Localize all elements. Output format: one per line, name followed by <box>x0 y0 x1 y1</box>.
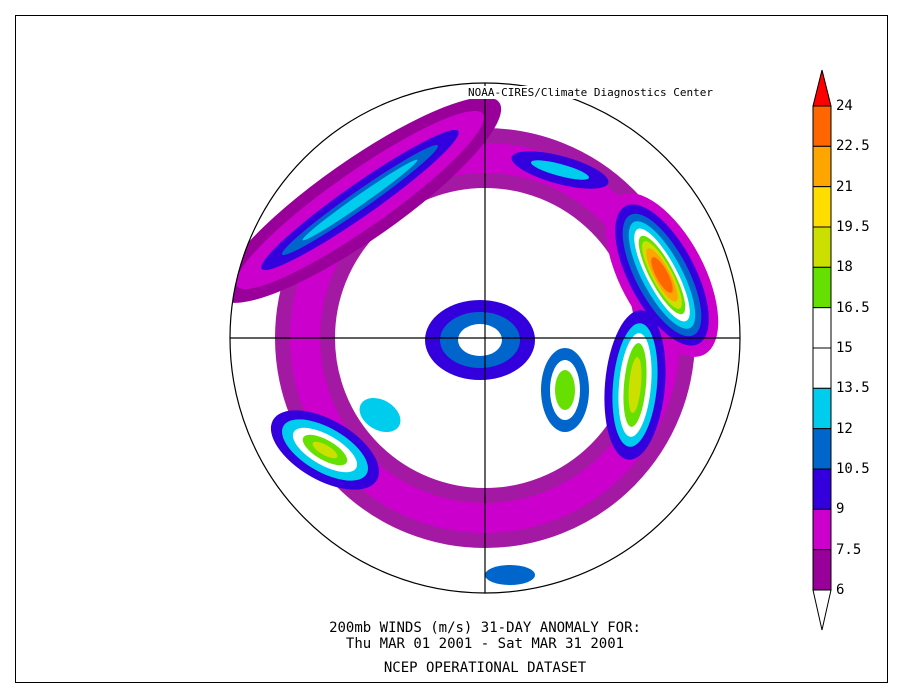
colorbar-segment <box>812 186 832 228</box>
colorbar-tick-label: 24 <box>836 98 853 114</box>
colorbar-tick-label: 18 <box>836 259 853 276</box>
colorbar-tick-label: 10.5 <box>836 461 870 477</box>
colorbar-tick-label: 13.5 <box>836 380 870 397</box>
colorbar-tick-label: 22.5 <box>836 138 870 155</box>
colorbar-segment <box>812 549 832 591</box>
colorbar-tick-label: 12 <box>836 420 853 437</box>
credit-text: NOAA-CIRES/Climate Diagnostics Center <box>468 86 714 99</box>
colorbar-segment <box>812 347 832 389</box>
colorbar-segment <box>812 387 832 430</box>
wind-anomaly-shading <box>230 83 740 593</box>
colorbar-tick-label: 21 <box>836 178 853 195</box>
colorbar-tick-label: 19.5 <box>836 219 870 235</box>
title-line-2: Thu MAR 01 2001 - Sat MAR 31 2001 <box>345 636 625 652</box>
colorbar <box>812 69 832 631</box>
colorbar-arrow-bottom <box>812 589 832 631</box>
colorbar-tick-label: 16.5 <box>836 299 870 316</box>
colorbar-segment <box>812 307 832 349</box>
colorbar-segment <box>812 145 832 188</box>
colorbar-tick-label: 9 <box>836 501 845 518</box>
title-line-1: 200mb WINDS (m/s) 31-DAY ANOMALY FOR: <box>329 620 641 636</box>
plot-frame <box>15 15 888 683</box>
colorbar-segment <box>812 105 832 147</box>
colorbar-tick-label: 15 <box>836 340 853 356</box>
colorbar-segment <box>812 468 832 510</box>
colorbar-segment <box>812 508 832 551</box>
colorbar-segment <box>812 428 832 470</box>
colorbar-segment <box>812 226 832 268</box>
title-line-3: NCEP OPERATIONAL DATASET <box>383 660 587 676</box>
colorbar-tick-label: 6 <box>836 582 845 598</box>
colorbar-segment <box>812 266 832 309</box>
colorbar-tick-label: 7.5 <box>836 541 862 558</box>
colorbar-arrow-top <box>812 69 832 107</box>
